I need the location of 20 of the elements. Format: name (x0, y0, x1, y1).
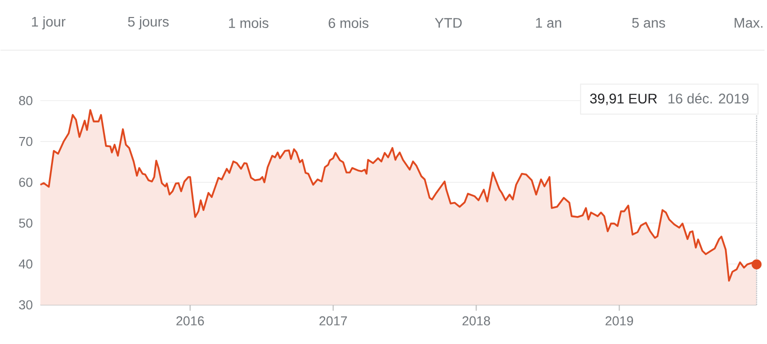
text: 1 mois (229, 18, 268, 28)
text: 1 an (536, 18, 562, 28)
text: YTD (434, 18, 462, 28)
y-tick-label: 30 (19, 300, 32, 310)
text: 6 mois (328, 18, 368, 28)
annotation: 16 déc. 2019 (668, 93, 748, 104)
y-tick-label: 70 (19, 137, 32, 146)
y-tick-label: 60 (19, 178, 32, 188)
text: 1 jour (32, 16, 66, 30)
annotation: 39,91 EUR (590, 94, 657, 106)
text: 5 jours (128, 16, 169, 30)
x-tick-label: 2017 (319, 316, 347, 326)
text: Max. (734, 18, 762, 28)
x-tick-label: 2018 (462, 316, 490, 326)
x-tick-label: 2016 (176, 316, 204, 326)
x-tick-label: 2019 (606, 316, 634, 326)
y-tick-label: 50 (19, 218, 32, 228)
y-tick-label: 40 (18, 260, 32, 269)
y-tick-label: 80 (19, 96, 32, 106)
text: 5 ans (632, 18, 666, 28)
